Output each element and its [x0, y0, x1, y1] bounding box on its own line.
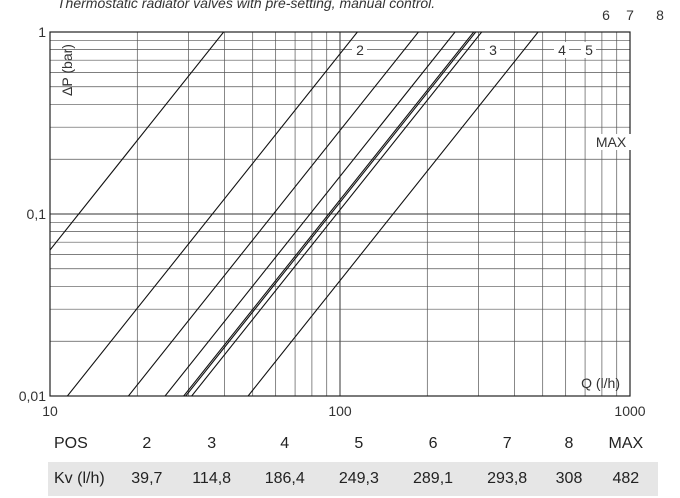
series-label: 4 — [558, 42, 566, 58]
series-lines — [50, 32, 539, 396]
pos-cell: 6 — [428, 435, 438, 452]
pos-cell: 7 — [502, 435, 512, 452]
kv-row-label: Kv (l/h) — [48, 462, 118, 496]
grid — [50, 32, 630, 396]
kv-cell: 482 — [593, 462, 658, 496]
series-line — [247, 32, 539, 396]
series-line — [66, 32, 359, 396]
series-label-bg — [652, 7, 667, 23]
kv-cell: 186,4 — [247, 462, 322, 496]
pos-cell: 2 — [142, 435, 152, 452]
pos-cell: 5 — [354, 435, 364, 452]
series-label-bg — [554, 42, 569, 58]
y-axis-label: ΔP (bar) — [59, 44, 75, 96]
series-label-bg — [598, 7, 613, 23]
kv-table: POS 2 3 4 5 6 7 8 MAX Kv (l/h) 39,7 114,8 186,4 24… — [48, 426, 658, 496]
series-label-bg — [352, 42, 367, 58]
kv-cell: 114,8 — [175, 462, 248, 496]
x-axis-label: Q (l/h) — [581, 375, 620, 391]
y-tick-label: 1 — [38, 24, 46, 40]
y-tick-label: 0,01 — [19, 388, 46, 404]
series-line — [164, 32, 456, 396]
pos-cell: 3 — [207, 435, 217, 452]
series-label: 6 — [602, 7, 610, 23]
kv-table-header: POS 2 3 4 5 6 7 8 MAX — [48, 426, 658, 462]
series-label: 2 — [356, 42, 364, 58]
x-tick-label: 10 — [42, 403, 58, 419]
kv-cell: 249,3 — [321, 462, 396, 496]
chart-title: Thermostatic radiator valves with pre-se… — [57, 0, 436, 11]
kv-cell: 308 — [544, 462, 594, 496]
pos-cell: MAX — [608, 435, 644, 452]
pressure-flow-chart: 2 3 4 5 6 7 8 MAX 10 100 1000 0,01 0,1 1 Q (l/h) ΔP (b… — [18, 7, 667, 419]
series-line — [190, 32, 483, 396]
pos-cell: 8 — [564, 435, 574, 452]
pos-cell: 4 — [280, 435, 290, 452]
series-label-bg — [622, 7, 637, 23]
y-tick-label: 0,1 — [27, 206, 47, 222]
pos-header: POS — [54, 435, 88, 452]
series-label-bg — [485, 42, 500, 58]
x-tick-label: 1000 — [614, 403, 645, 419]
series-label: MAX — [596, 134, 627, 150]
series-label: 5 — [585, 42, 593, 58]
axis-labels: 10 100 1000 0,01 0,1 1 Q (l/h) ΔP (bar) — [19, 24, 646, 419]
x-tick-label: 100 — [328, 403, 352, 419]
series-line — [185, 32, 477, 396]
plot-frame — [49, 31, 631, 397]
series-line — [127, 32, 420, 396]
kv-cell: 293,8 — [470, 462, 545, 496]
series-labels: 2 3 4 5 6 7 8 MAX — [352, 7, 667, 150]
series-label: 3 — [489, 42, 497, 58]
series-line — [183, 32, 475, 396]
kv-cell: 289,1 — [395, 462, 471, 496]
series-line — [50, 32, 225, 251]
series-label: 7 — [626, 7, 634, 23]
series-label-bg — [581, 42, 596, 58]
kv-cell: 39,7 — [118, 462, 176, 496]
series-label-bg — [591, 134, 631, 150]
kv-table-row: Kv (l/h) 39,7 114,8 186,4 249,3 289,1 293,8 30… — [48, 462, 658, 496]
series-label: 8 — [656, 7, 664, 23]
